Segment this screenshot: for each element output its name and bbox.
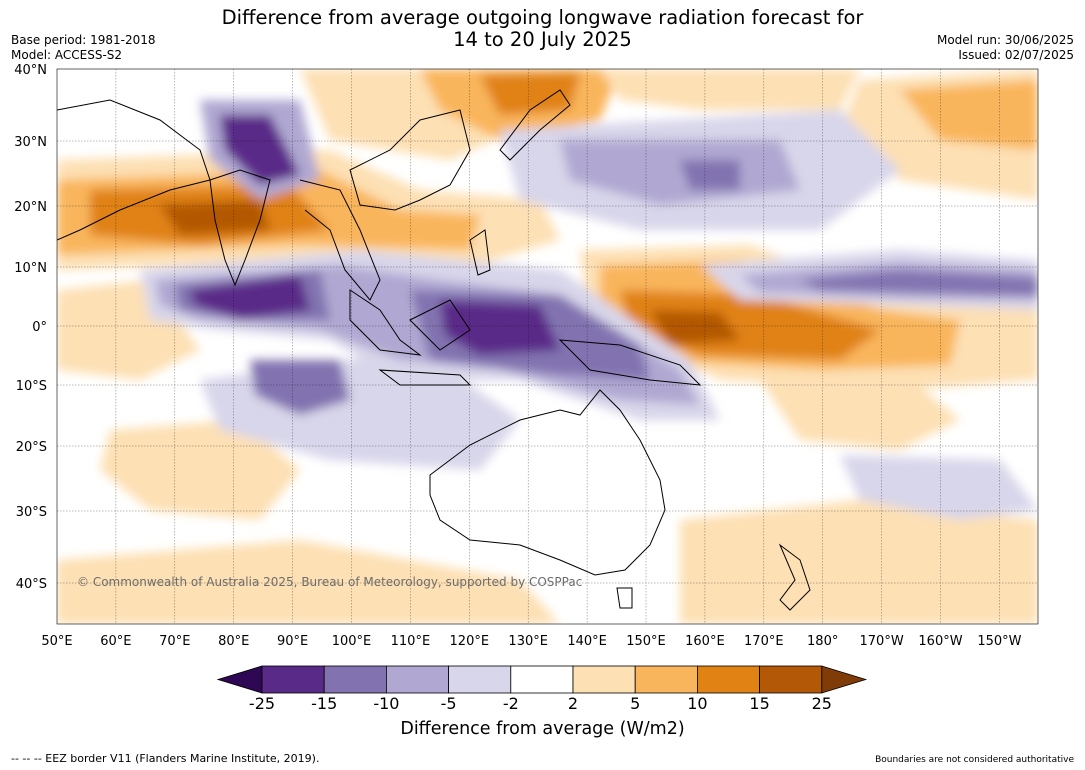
anomaly-area	[100, 420, 300, 520]
anomaly-area	[440, 300, 560, 355]
model-name: Model: ACCESS-S2	[11, 48, 123, 62]
longitude-label: 100°E	[332, 634, 372, 649]
longitude-label: 140°E	[567, 634, 607, 649]
longitude-labels: 50°E 60°E 70°E 80°E 90°E 100°E 110°E 120°E 130°E…	[41, 634, 1021, 649]
anomaly-area	[57, 540, 560, 624]
australia-outline	[429, 389, 666, 576]
colorbar-tick-label: -25	[248, 694, 276, 713]
longitude-label: 170°E	[744, 634, 784, 649]
colorbar-tick-label: 2	[567, 694, 579, 713]
anomaly-field	[57, 69, 1038, 624]
copyright-notice: © Commonwealth of Australia 2025, Bureau…	[77, 575, 582, 589]
anomaly-area	[840, 455, 1038, 520]
longitude-label: 180°	[807, 634, 838, 649]
longitude-label: 70°E	[159, 634, 190, 649]
longitude-label: 50°E	[41, 634, 72, 649]
colorbar-tick-label: -5	[440, 694, 457, 713]
longitude-label: 90°E	[277, 634, 308, 649]
issued-date: Issued: 02/07/2025	[958, 48, 1074, 62]
latitude-label: 0°	[32, 320, 47, 335]
latitude-label: 40°S	[16, 577, 47, 592]
anomaly-area	[760, 370, 960, 450]
colorbar-tick-label: -15	[311, 694, 338, 713]
colorbar-swatch	[323, 665, 387, 694]
japan-outline	[499, 89, 571, 161]
colorbar-swatch	[572, 665, 636, 694]
colorbar-tick-label: 10	[687, 694, 708, 713]
colorbar-tick-label: 5	[630, 694, 641, 713]
latitude-label: 10°N	[14, 261, 47, 276]
longitude-label: 120°E	[450, 634, 490, 649]
arabia-outline	[57, 99, 211, 241]
anomaly-area	[480, 72, 580, 115]
philippines-outline	[469, 229, 491, 276]
latitude-label: 30°N	[14, 135, 47, 150]
java-outline	[378, 369, 472, 386]
colorbar-title: Difference from average (W/m2)	[400, 719, 685, 739]
china-coast-outline	[349, 109, 471, 211]
sumatra-outline	[349, 289, 422, 356]
model-run: Model run: 30/06/2025	[936, 33, 1074, 47]
colorbar-swatch	[510, 665, 574, 694]
new-zealand-outline	[778, 543, 811, 611]
new-guinea-outline	[558, 339, 702, 386]
latitude-label: 10°S	[16, 379, 47, 394]
map-frame	[56, 68, 1039, 625]
anomaly-area	[250, 360, 350, 415]
colorbar-tick-label: 15	[749, 694, 770, 713]
anomaly-area	[650, 310, 740, 345]
anomaly-area	[190, 275, 310, 320]
colorbar-tick-label: -2	[502, 694, 519, 713]
eez-note: -- -- -- EEZ border V11 (Flanders Marine…	[11, 752, 320, 765]
colorbar-arrow-low	[216, 665, 263, 694]
anomaly-area	[800, 270, 1038, 296]
borneo-outline	[409, 299, 471, 351]
colorbar-swatch	[261, 665, 325, 694]
model-info: Base period: 1981-2018 Model: ACCESS-S2	[11, 33, 156, 63]
latitude-label: 20°S	[16, 440, 47, 455]
colorbar	[216, 665, 868, 694]
map-title-line1: Difference from average outgoing longwav…	[221, 6, 864, 29]
anomaly-area	[680, 160, 740, 190]
indochina-outline	[299, 179, 381, 301]
longitude-label: 170°W	[860, 634, 904, 649]
base-period: Base period: 1981-2018	[11, 33, 156, 47]
colorbar-swatch	[634, 665, 698, 694]
graticule	[57, 69, 1038, 624]
boundary-disclaimer: Boundaries are not considered authoritat…	[875, 755, 1074, 765]
colorbar-swatch	[759, 665, 823, 694]
anomaly-area	[600, 69, 860, 110]
colorbar-swatch	[448, 665, 512, 694]
latitude-label: 20°N	[14, 200, 47, 215]
latitude-labels: 40°N 30°N 20°N 10°N 0° 10°S 20°S 30°S 40°S	[14, 63, 47, 592]
colorbar-tick-label: 25	[811, 694, 832, 713]
tasmania-outline	[616, 587, 633, 609]
india-outline	[209, 169, 271, 287]
longitude-label: 60°E	[100, 634, 131, 649]
longitude-label: 80°E	[218, 634, 249, 649]
longitude-label: 150°W	[977, 634, 1021, 649]
map-title-line2: 14 to 20 July 2025	[453, 28, 632, 51]
longitude-label: 110°E	[391, 634, 431, 649]
run-info: Model run: 30/06/2025 Issued: 02/07/2025	[937, 33, 1074, 63]
colorbar-swatch	[385, 665, 449, 694]
colorbar-tick-label: -10	[373, 694, 400, 713]
latitude-label: 30°S	[16, 505, 47, 520]
latitude-label: 40°N	[14, 63, 47, 78]
longitude-label: 160°W	[918, 634, 962, 649]
longitude-label: 130°E	[508, 634, 548, 649]
anomaly-area	[220, 115, 300, 185]
colorbar-swatch	[697, 665, 761, 694]
coastlines	[57, 89, 811, 611]
anomaly-area	[680, 500, 1038, 624]
colorbar-arrow-high	[821, 665, 868, 694]
anomaly-area	[900, 80, 1038, 150]
longitude-label: 160°E	[685, 634, 725, 649]
longitude-label: 150°E	[626, 634, 666, 649]
